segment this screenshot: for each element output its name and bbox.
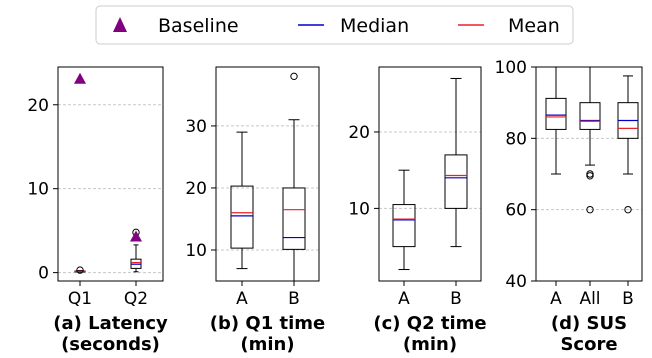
panel-title: (c) Q2 time (min) (373, 313, 486, 355)
outlier-point (624, 205, 632, 214)
panel-sus: 40 60 80 100 A All B (d) SUS Score (495, 58, 643, 355)
box-all (579, 66, 601, 214)
iqr-box (444, 154, 468, 209)
y-tick-label: 30 (185, 117, 207, 137)
x-tick-label: A (550, 289, 562, 309)
panel-q1-time: 10 20 30 A B (b) Q1 time (min) (185, 66, 325, 355)
x-tick-label: B (450, 289, 462, 309)
axes-frame (215, 66, 320, 282)
iqr-box (545, 97, 567, 130)
y-tick-label: 10 (348, 199, 370, 219)
panel-q2-time: 10 20 A B (c) Q2 time (min) (348, 66, 487, 355)
outlier-point (290, 72, 298, 81)
axes-frame (535, 66, 643, 282)
x-tick-label: Q1 (68, 289, 92, 309)
outlier-point (586, 172, 594, 180)
y-tick-label: 40 (505, 272, 527, 292)
axes-frame (378, 66, 482, 282)
legend: Baseline Median Mean (95, 5, 574, 45)
box-a (392, 169, 416, 271)
box-a (545, 66, 567, 175)
x-tick-label: A (398, 289, 410, 309)
panel-title: (d) SUS Score (551, 313, 627, 355)
x-tick-label: B (288, 289, 300, 309)
y-tick-label: 60 (505, 201, 527, 221)
box-b (282, 72, 306, 282)
y-tick-label: 100 (495, 58, 527, 78)
legend-frame (95, 5, 574, 45)
axes-frame (57, 66, 164, 282)
box-b (444, 77, 468, 248)
x-tick-label: B (622, 289, 634, 309)
outlier-point (586, 205, 594, 214)
box-a (230, 131, 254, 270)
iqr-box (392, 204, 416, 248)
x-tick-label: All (579, 289, 600, 309)
y-tick-label: 0 (38, 264, 49, 284)
outlier-point (76, 266, 84, 274)
legend-label-mean: Mean (508, 15, 560, 37)
legend-label-baseline: Baseline (158, 15, 239, 37)
y-tick-label: 20 (185, 179, 207, 199)
iqr-box (579, 102, 601, 130)
iqr-box (230, 185, 254, 249)
y-tick-label: 20 (348, 123, 370, 143)
iqr-box (282, 187, 306, 250)
y-tick-label: 10 (185, 241, 207, 261)
panel-latency: 0 10 20 Q1 Q2 (a) Latency (seconds) (27, 66, 168, 355)
legend-label-median: Median (340, 15, 409, 37)
baseline-marker-q2 (130, 230, 142, 242)
y-tick-label: 80 (505, 129, 527, 149)
legend-baseline-marker (113, 17, 127, 32)
panels: 0 10 20 Q1 Q2 (a) Latency (seconds) 10 20 30 A B (b)… (27, 58, 643, 355)
box-b (617, 75, 639, 214)
y-tick-label: 10 (27, 180, 49, 200)
box-q1 (74, 266, 86, 274)
box-q2 (130, 228, 142, 273)
panel-title: (b) Q1 time (min) (210, 313, 325, 355)
x-tick-label: A (236, 289, 248, 309)
baseline-marker-q1 (74, 72, 86, 84)
x-tick-label: Q2 (124, 289, 148, 309)
y-tick-label: 20 (27, 96, 49, 116)
panel-title: (a) Latency (seconds) (53, 313, 168, 355)
